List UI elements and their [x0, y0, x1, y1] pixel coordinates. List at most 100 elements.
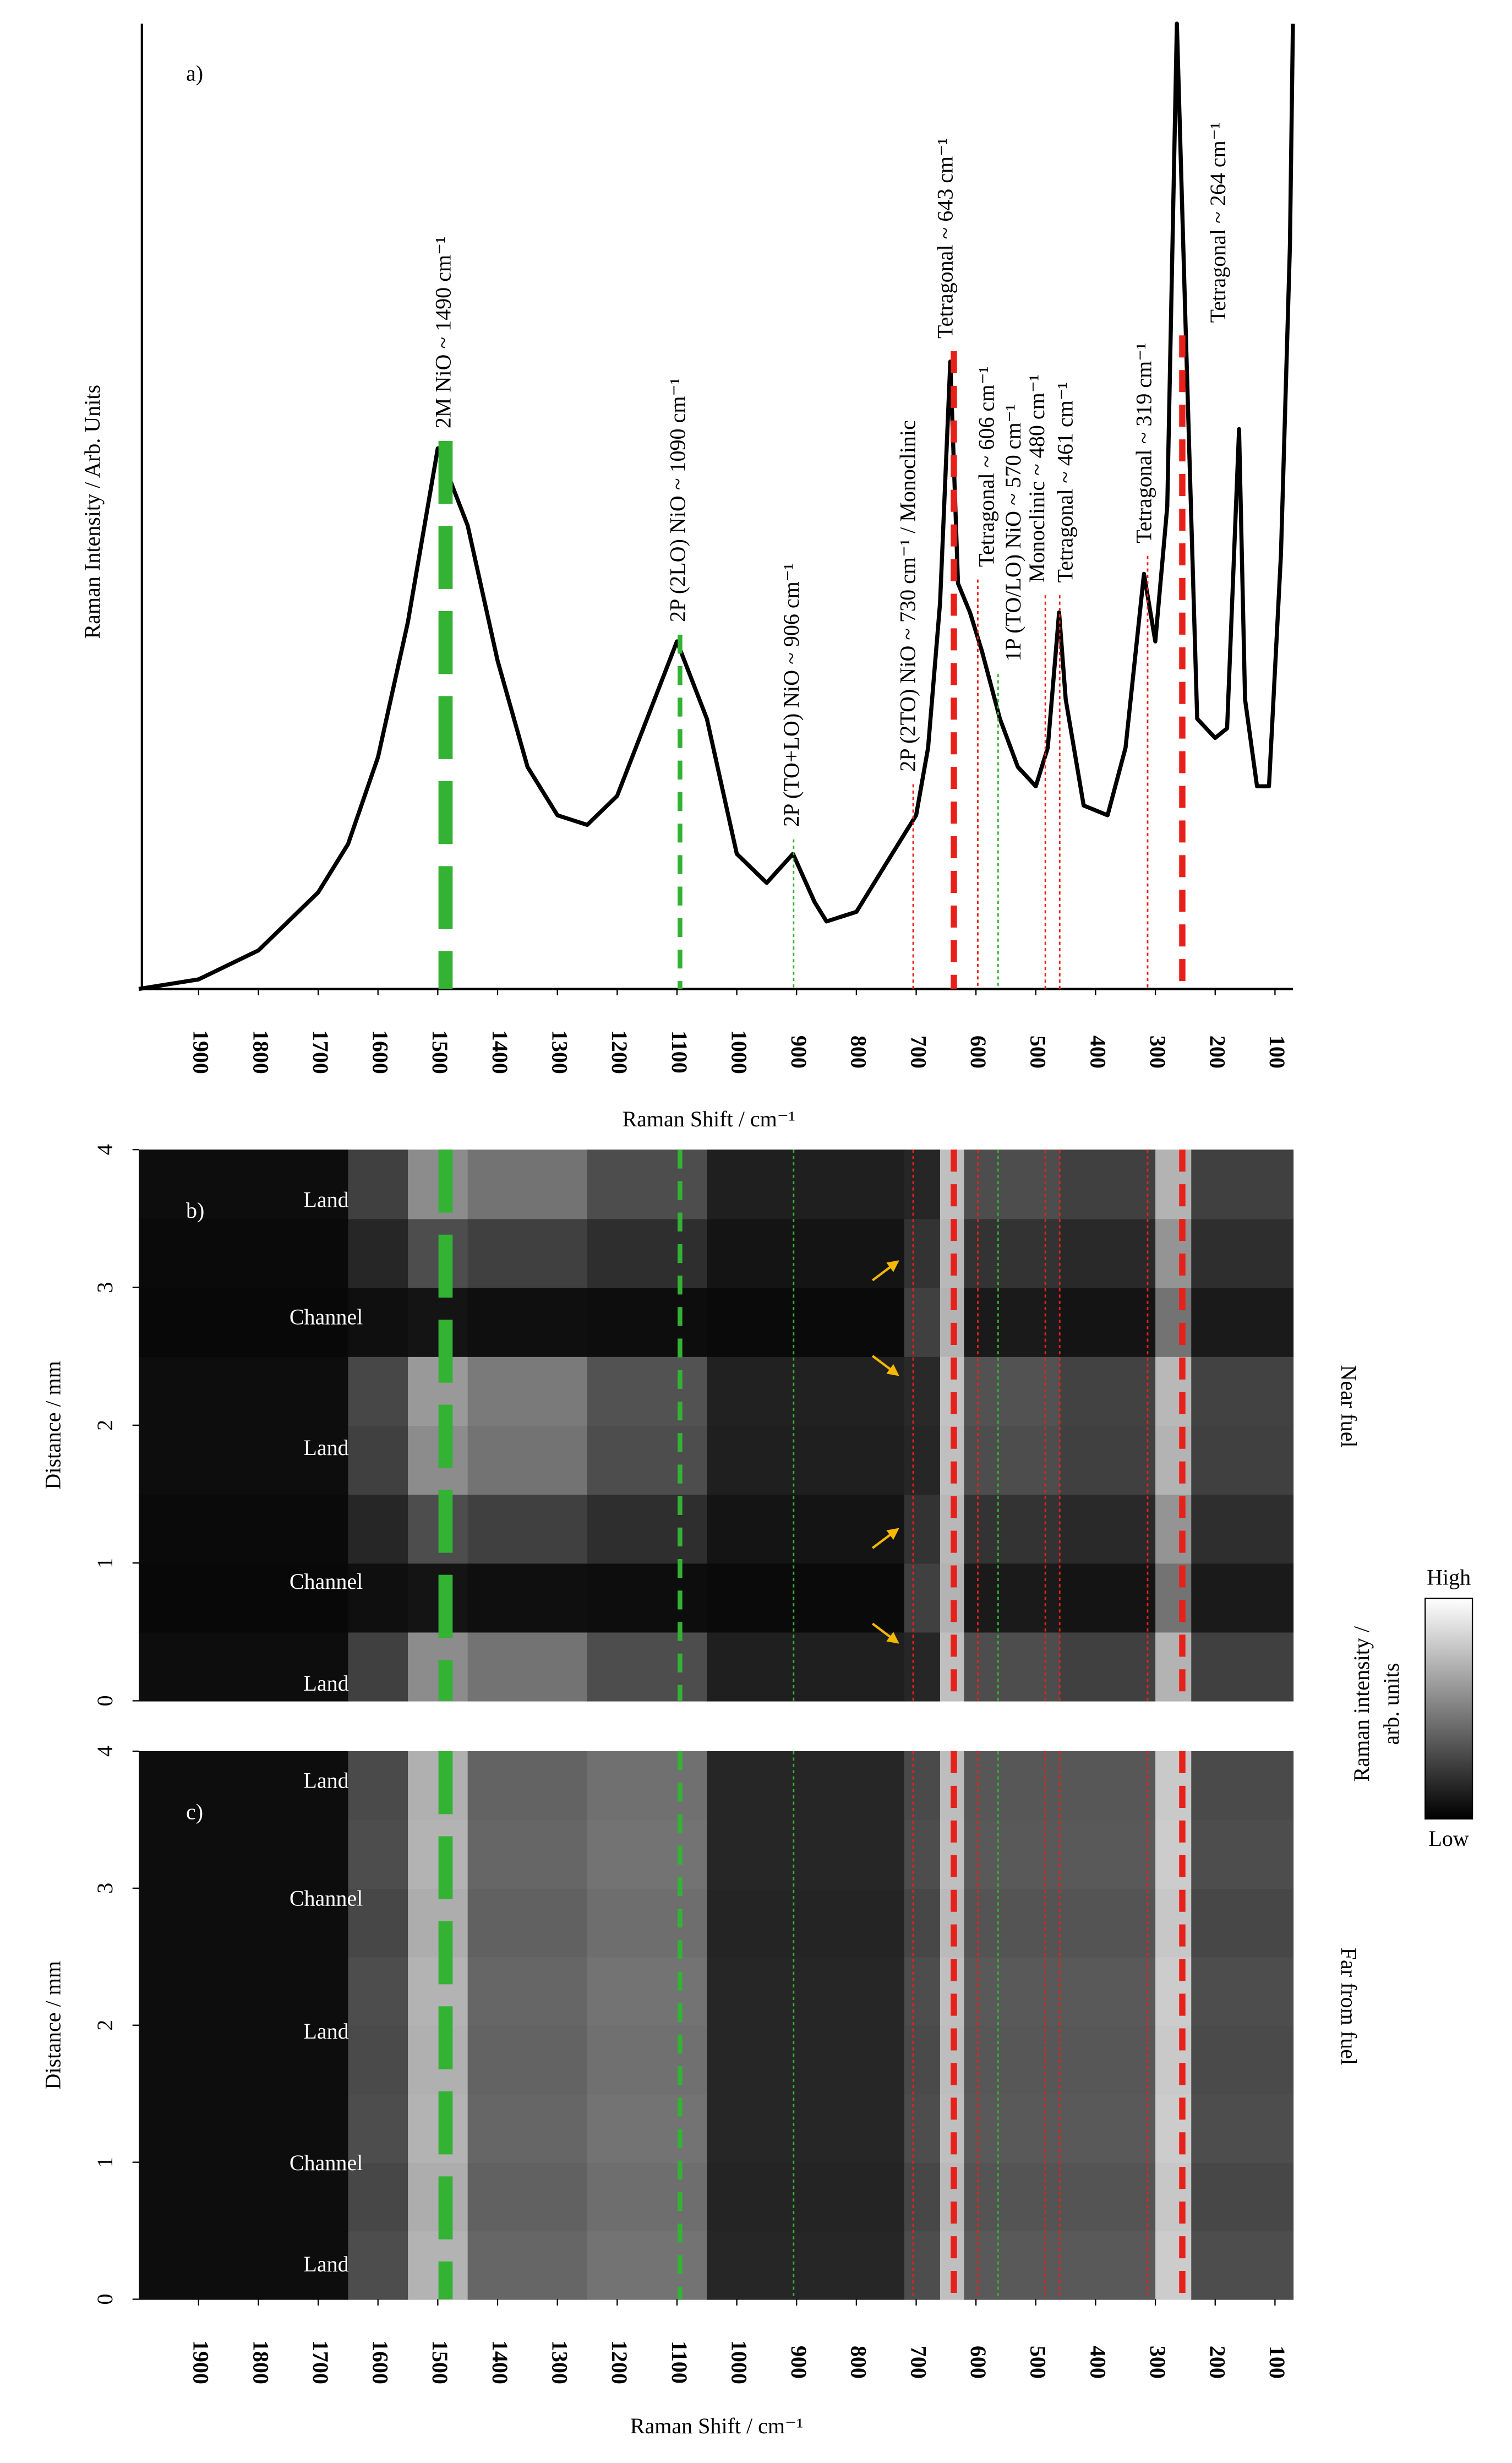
heat-cell — [964, 1218, 1061, 1288]
heat-cell — [1191, 2025, 1294, 2095]
heat-cell — [1155, 1149, 1192, 1219]
x-tick-label: 400 — [1085, 1036, 1110, 1069]
heat-cell — [964, 2025, 1061, 2095]
x-tick-label: 1500 — [428, 1030, 452, 1074]
heat-cell — [467, 1751, 588, 1821]
heat-cell — [348, 1751, 409, 1821]
heat-cell — [1060, 1751, 1156, 1821]
side-label: Near fuel — [1336, 1365, 1361, 1448]
x-tick-label: 500 — [1026, 1036, 1051, 1069]
heat-cell — [1191, 1819, 1294, 1889]
x-tick-label: 200 — [1205, 2346, 1230, 2379]
heat-cell — [707, 1425, 905, 1495]
colorbar-label: arb. units — [1379, 1663, 1404, 1745]
heat-cell — [408, 1888, 468, 1958]
heat-cell — [964, 1287, 1061, 1357]
heat-cell — [1191, 1957, 1294, 2026]
heat-cell — [139, 1751, 349, 1821]
heat-cell — [707, 2162, 905, 2232]
heat-cell — [408, 1425, 468, 1495]
x-tick-label: 1300 — [547, 1030, 572, 1074]
heat-cell — [348, 1149, 409, 1219]
heat-cell — [408, 1287, 468, 1357]
heat-cell — [467, 1149, 588, 1219]
heat-cell — [408, 2094, 468, 2163]
heat-cell — [707, 1563, 905, 1633]
heat-cell — [348, 2094, 409, 2163]
heat-cell — [964, 2231, 1061, 2300]
y-tick-label: 2 — [92, 2020, 117, 2031]
heat-cell — [964, 1494, 1061, 1564]
region-label: Channel — [290, 1304, 363, 1329]
x-tick-label: 1900 — [189, 1030, 214, 1074]
heat-cell — [467, 1356, 588, 1426]
x-tick-label: 1700 — [308, 1030, 333, 1074]
heat-cell — [408, 1149, 468, 1219]
region-label: Channel — [290, 1569, 363, 1594]
panel-label: a) — [186, 61, 203, 85]
heat-cell — [707, 1632, 905, 1702]
colorbar-label: Raman intensity / — [1349, 1626, 1374, 1781]
heat-cell — [707, 1888, 905, 1958]
heat-cell — [139, 1563, 349, 1633]
heat-cell — [587, 1218, 708, 1288]
heat-cell — [1191, 1563, 1294, 1633]
heat-cell — [467, 2025, 588, 2095]
heat-cell — [904, 1287, 941, 1357]
panel-label: c) — [186, 1800, 203, 1824]
y-tick-label: 2 — [92, 1420, 117, 1431]
heat-cell — [1191, 2162, 1294, 2232]
heat-cell — [1191, 1356, 1294, 1426]
heat-cell — [904, 1888, 941, 1958]
heat-cell — [707, 1356, 905, 1426]
arrow — [871, 1528, 899, 1549]
x-tick-label: 800 — [847, 2346, 871, 2379]
heat-cell — [587, 1287, 708, 1357]
x-tick-label: 300 — [1145, 1036, 1170, 1069]
heat-cell — [1060, 2025, 1156, 2095]
heat-cell — [139, 1149, 349, 1219]
region-label: Channel — [290, 1886, 363, 1910]
heat-cell — [1060, 1563, 1156, 1633]
heat-cell — [707, 1218, 905, 1288]
heat-cell — [467, 1218, 588, 1288]
heat-cell — [1155, 2094, 1192, 2163]
heat-cell — [1191, 1751, 1294, 1821]
heat-cell — [348, 1425, 409, 1495]
heat-cell — [1155, 1888, 1192, 1958]
heat-cell — [587, 1888, 708, 1958]
heat-cell — [707, 1287, 905, 1357]
peak-label: Monoclinic ~ 480 cm⁻¹ — [1024, 374, 1049, 582]
heat-cell — [964, 1819, 1061, 1889]
region-label: Channel — [290, 2150, 363, 2175]
heat-cell — [904, 1356, 941, 1426]
heat-cell — [904, 2094, 941, 2163]
heat-cell — [408, 1218, 468, 1288]
heat-cell — [139, 1356, 349, 1426]
x-tick-label: 1200 — [607, 1030, 632, 1074]
x-tick-label: 1600 — [368, 2340, 393, 2384]
heat-cell — [467, 1957, 588, 2026]
heat-cell — [904, 1819, 941, 1889]
heat-cell — [964, 1751, 1061, 1821]
heat-cell — [587, 2025, 708, 2095]
heat-cell — [348, 1819, 409, 1889]
heat-cell — [348, 1632, 409, 1702]
x-tick-label: 1100 — [667, 1031, 692, 1074]
heat-cell — [408, 1356, 468, 1426]
x-tick-label: 1600 — [368, 1030, 393, 1074]
heat-cell — [587, 1563, 708, 1633]
heat-cell — [707, 2094, 905, 2163]
peak-label: 2M NiO ~ 1490 cm⁻¹ — [431, 237, 456, 428]
heat-cell — [1060, 2094, 1156, 2163]
heat-cell — [467, 1632, 588, 1702]
heat-cell — [1155, 1287, 1192, 1357]
heat-cell — [904, 1149, 941, 1219]
heat-cell — [1155, 1356, 1192, 1426]
peak-label: Tetragonal ~ 643 cm⁻¹ — [933, 138, 958, 339]
x-tick-label: 1100 — [667, 2341, 692, 2384]
heat-cell — [587, 2231, 708, 2300]
heat-cell — [467, 1425, 588, 1495]
heat-cell — [467, 1287, 588, 1357]
heat-cell — [587, 1957, 708, 2026]
